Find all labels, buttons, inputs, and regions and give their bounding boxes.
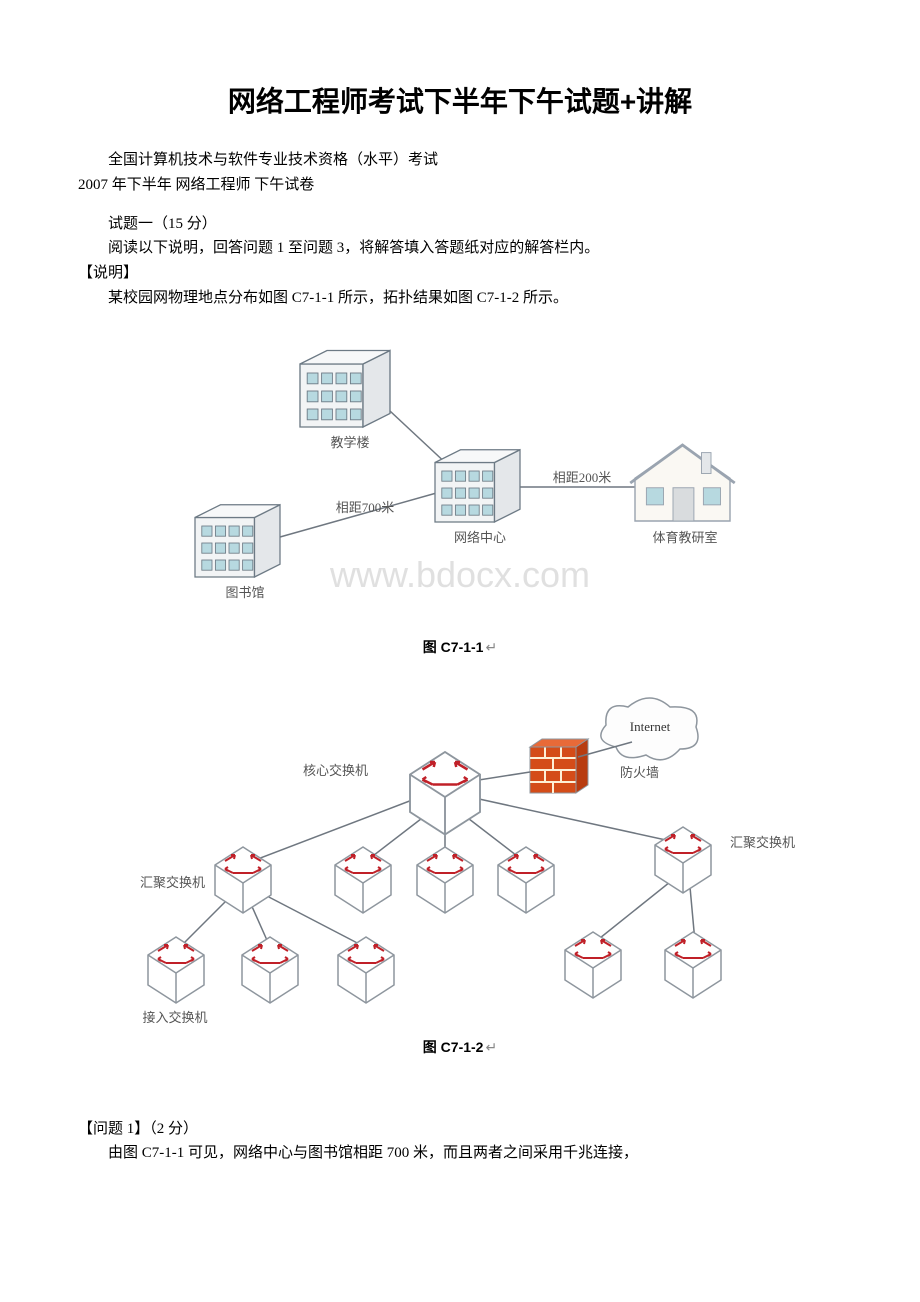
shuoming-label: 【说明】 (78, 261, 842, 286)
label-200m: 相距200米 (553, 470, 612, 485)
internet-cloud: Internet (601, 698, 698, 760)
page-title: 网络工程师考试下半年下午试题+讲解 (78, 80, 842, 120)
caption-1: 图 C7-1-1 (423, 639, 484, 655)
label-netcenter: 网络中心 (454, 530, 506, 545)
section-instruction: 阅读以下说明，回答问题 1 至问题 3，将解答填入答题纸对应的解答栏内。 (78, 236, 842, 261)
question-text: 由图 C7-1-1 可见，网络中心与图书馆相距 700 米，而且两者之间采用千兆… (78, 1141, 842, 1166)
label-firewall: 防火墙 (620, 765, 659, 780)
section-heading: 试题一（15 分） (78, 212, 842, 237)
intro-line-2: 2007 年下半年 网络工程师 下午试卷 (78, 173, 842, 198)
label-teaching: 教学楼 (330, 435, 369, 450)
caption-2: 图 C7-1-2 (423, 1039, 484, 1055)
label-pe: 体育教研室 (652, 530, 717, 545)
diagram-c7-1-1: www.bdocx.com 教学楼 网络中心 图书馆 体育教研室 相距700米 … (150, 327, 770, 627)
label-library: 图书馆 (225, 585, 264, 600)
shuoming-text: 某校园网物理地点分布如图 C7-1-1 所示，拓扑结果如图 C7-1-2 所示。 (78, 286, 842, 311)
question-label: 【问题 1】（2 分） (78, 1117, 842, 1142)
firewall-icon (530, 739, 588, 793)
diagram-c7-1-2: Internet 防火墙 (110, 687, 810, 1027)
watermark: www.bdocx.com (329, 554, 590, 595)
label-internet: Internet (630, 719, 671, 734)
label-core: 核心交换机 (303, 763, 368, 778)
intro-line-1: 全国计算机技术与软件专业技术资格（水平）考试 (78, 148, 842, 173)
label-700m: 相距700米 (336, 500, 395, 515)
label-access: 接入交换机 (142, 1010, 207, 1025)
label-agg-right: 汇聚交换机 (730, 835, 795, 850)
label-agg-left: 汇聚交换机 (140, 875, 205, 890)
